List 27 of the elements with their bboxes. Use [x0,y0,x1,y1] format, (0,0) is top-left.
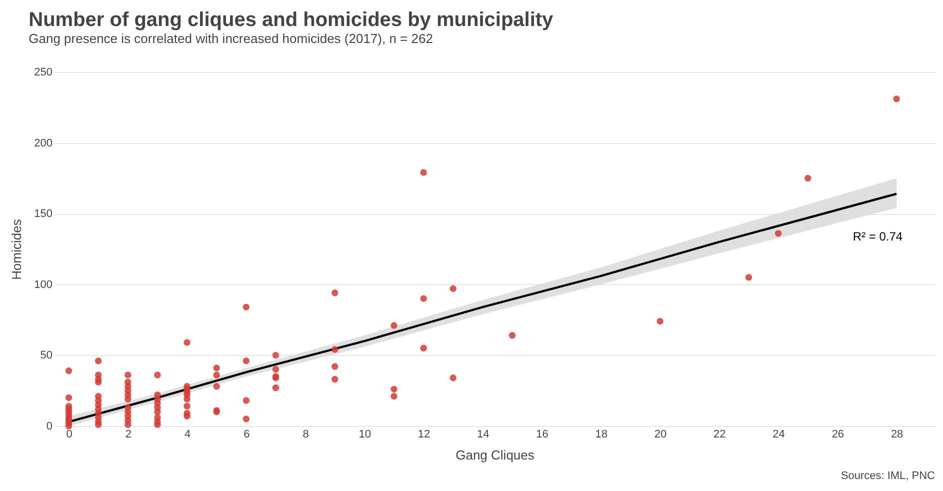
x-tick-label: 16 [536,428,548,440]
x-tick-label: 4 [184,428,191,440]
x-tick-label: 0 [66,428,72,440]
x-tick-label: 2 [125,428,132,440]
y-tick-label: 200 [34,137,52,150]
x-tick-label: 26 [832,428,844,440]
x-tick-label: 14 [477,428,490,440]
x-tick-label: 8 [302,428,309,440]
y-tick-label: 0 [46,420,52,432]
y-tick-label: 250 [34,66,52,78]
y-tick-label: 100 [34,278,52,291]
x-tick-label: 20 [654,428,667,440]
y-tick-label: 150 [34,208,52,220]
y-tick-label: 50 [40,350,52,362]
x-tick-label: 22 [714,428,726,440]
annotation: R² = 0.74 [852,230,903,244]
x-tick-label: 24 [772,428,785,440]
x-tick-label: 6 [244,428,250,440]
chart-subtitle: Gang presence is correlated with increased homicides (2017), n = 262 [28,31,433,46]
x-tick-label: 28 [890,428,904,440]
x-tick-label: 10 [358,428,372,440]
chart-title: Number of gang cliques and homicides by municipality [28,9,554,31]
y-axis-title: Homicides [9,218,24,280]
source-note: Sources: IML, PNC [840,470,936,482]
x-tick-label: 12 [418,428,430,440]
x-tick-label: 18 [595,428,608,440]
x-axis-title: Gang Cliques [456,448,535,462]
